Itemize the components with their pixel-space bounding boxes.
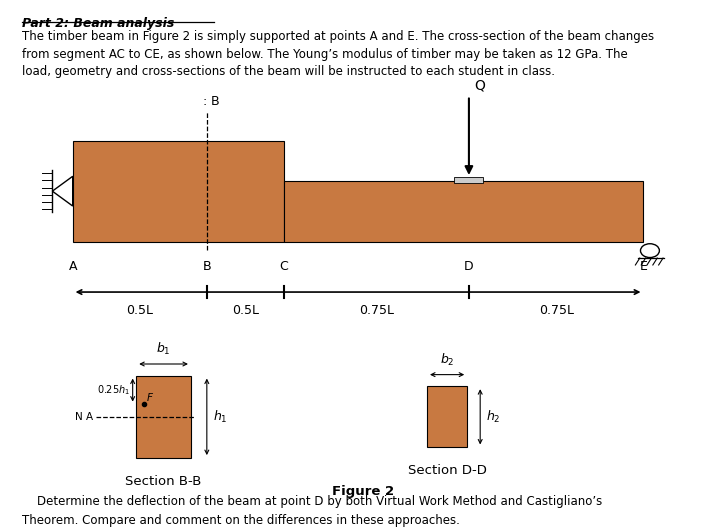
Text: 0.5L: 0.5L bbox=[126, 304, 153, 316]
Text: The timber beam in Figure 2 is simply supported at points A and E. The cross-sec: The timber beam in Figure 2 is simply su… bbox=[22, 30, 654, 43]
Text: Determine the deflection of the beam at point D by both Virtual Work Method and : Determine the deflection of the beam at … bbox=[22, 495, 602, 508]
Text: Part 2: Beam analysis: Part 2: Beam analysis bbox=[22, 17, 174, 30]
Text: $b_1$: $b_1$ bbox=[156, 341, 171, 357]
Text: A: A bbox=[68, 260, 77, 273]
Text: $h_1$: $h_1$ bbox=[213, 409, 228, 425]
Text: N A: N A bbox=[75, 412, 93, 422]
Text: C: C bbox=[279, 260, 288, 273]
Text: Section D-D: Section D-D bbox=[408, 464, 486, 477]
Bar bbox=[73, 141, 284, 242]
Text: :: : bbox=[203, 260, 207, 273]
Text: from segment AC to CE, as shown below. The Young’s modulus of timber may be take: from segment AC to CE, as shown below. T… bbox=[22, 48, 627, 61]
Text: $h_2$: $h_2$ bbox=[486, 409, 500, 425]
Text: D: D bbox=[464, 260, 474, 273]
Text: $0.25h_1$: $0.25h_1$ bbox=[97, 383, 131, 397]
Text: B: B bbox=[211, 95, 220, 108]
Text: Q: Q bbox=[474, 79, 485, 93]
Text: 0.75L: 0.75L bbox=[358, 304, 394, 316]
Bar bbox=[454, 177, 483, 183]
Text: F: F bbox=[147, 393, 153, 404]
Text: $b_2$: $b_2$ bbox=[440, 352, 454, 367]
Text: E: E bbox=[640, 260, 647, 273]
Bar bbox=[137, 376, 190, 458]
Text: Figure 2: Figure 2 bbox=[332, 485, 395, 498]
Text: 0.5L: 0.5L bbox=[232, 304, 259, 316]
Text: B: B bbox=[203, 260, 212, 273]
Bar bbox=[427, 387, 467, 447]
Text: load, geometry and cross-sections of the beam will be instructed to each student: load, geometry and cross-sections of the… bbox=[22, 65, 555, 78]
Text: Theorem. Compare and comment on the differences in these approaches.: Theorem. Compare and comment on the diff… bbox=[22, 514, 459, 527]
Bar bbox=[284, 181, 643, 242]
Text: 0.75L: 0.75L bbox=[539, 304, 574, 316]
Text: :: : bbox=[203, 95, 207, 108]
Text: Section B-B: Section B-B bbox=[125, 475, 202, 488]
